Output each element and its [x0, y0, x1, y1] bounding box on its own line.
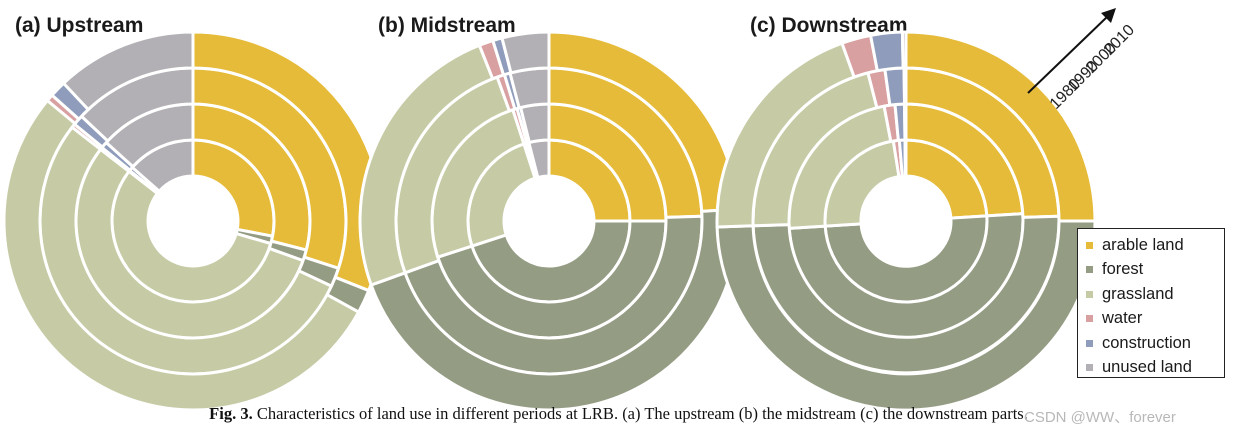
panel-title-upstream: (a) Upstream	[15, 14, 144, 37]
slice-1990-unused-land	[903, 102, 908, 142]
slice-2000-unused-land	[902, 66, 908, 106]
legend-label: construction	[1102, 333, 1191, 352]
arrow-up-right-icon	[1027, 8, 1116, 94]
legend-label: arable land	[1102, 235, 1184, 254]
donut-chart-midstream	[358, 30, 740, 412]
legend-swatch	[1086, 266, 1093, 274]
slice-2010-construction	[869, 30, 905, 73]
slice-2010-unused-land	[900, 30, 908, 70]
figure-caption: Fig. 3. Characteristics of land use in d…	[0, 404, 1237, 424]
donut-chart-upstream	[2, 30, 384, 412]
legend-label: forest	[1102, 260, 1144, 279]
legend-swatch	[1086, 315, 1093, 323]
slice-2010-grassland	[2, 99, 361, 412]
slice-1980-unused-land	[903, 138, 908, 178]
panel-title-midstream: (b) Midstream	[378, 14, 516, 37]
slice-2000-construction	[883, 66, 907, 107]
donut-chart-downstream	[715, 30, 1097, 412]
legend-label: water	[1102, 309, 1143, 328]
slice-2010-unused-land	[62, 30, 195, 111]
legend-label: unused land	[1102, 358, 1192, 377]
legend-label: grassland	[1102, 284, 1174, 303]
legend-item-arable-land: arable land	[1086, 233, 1224, 258]
slice-2010-unused-land	[500, 30, 551, 75]
legend-swatch	[1086, 339, 1093, 347]
panel-title-downstream: (c) Downstream	[750, 14, 908, 37]
legend-item-unused-land: unused land	[1086, 356, 1224, 381]
caption-text: Characteristics of land use in different…	[256, 404, 1028, 423]
slice-2010-forest	[369, 207, 740, 412]
watermark: CSDN @WW、forever	[1024, 409, 1176, 426]
legend-item-forest: forest	[1086, 258, 1224, 283]
legend: arable land forest grassland water const…	[1077, 228, 1225, 378]
legend-item-construction: construction	[1086, 331, 1224, 356]
slice-2010-forest	[715, 219, 1097, 412]
legend-swatch	[1086, 290, 1093, 298]
figure-label: Fig. 3.	[209, 404, 253, 423]
legend-item-grassland: grassland	[1086, 282, 1224, 307]
legend-swatch	[1086, 364, 1093, 372]
legend-item-water: water	[1086, 307, 1224, 332]
legend-swatch	[1086, 241, 1093, 249]
